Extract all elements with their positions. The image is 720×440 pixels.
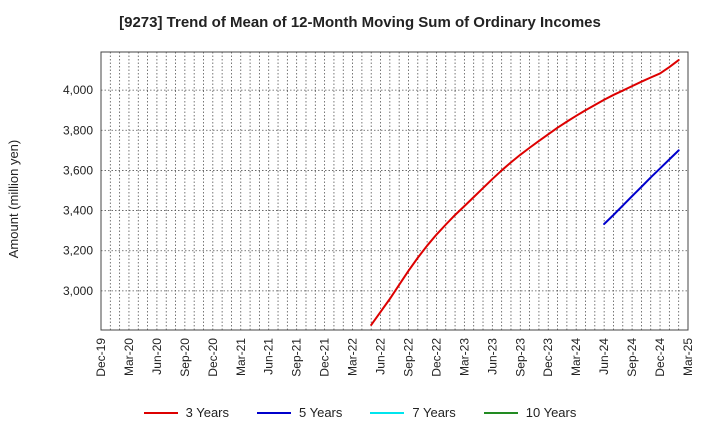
x-tick-label: Dec-23 — [541, 338, 555, 377]
x-tick-label: Mar-25 — [681, 338, 695, 376]
chart-title: [9273] Trend of Mean of 12-Month Moving … — [119, 14, 601, 31]
x-tick-label: Mar-20 — [122, 338, 136, 376]
x-tick-label: Jun-21 — [262, 338, 276, 375]
y-tick-label: 3,000 — [63, 284, 93, 298]
x-axis-ticks: Dec-19 Mar-20 Jun-20 Sep-20 Dec-20 Mar-21 Jun-… — [94, 338, 695, 377]
y-axis-ticks: 3,000 3,200 3,400 3,600 3,800 4,000 — [63, 83, 93, 298]
legend-label: 3 Years — [185, 405, 229, 420]
x-tick-label: Sep-23 — [513, 338, 527, 377]
legend-item-3-years: 3 Years — [143, 405, 229, 420]
legend-label: 5 Years — [299, 405, 343, 420]
x-tick-label: Dec-22 — [429, 338, 443, 377]
x-tick-label: Mar-22 — [346, 338, 360, 376]
x-tick-label: Dec-19 — [94, 338, 108, 377]
x-tick-label: Jun-20 — [150, 338, 164, 375]
x-tick-label: Sep-22 — [401, 338, 415, 377]
legend-label: 10 Years — [525, 405, 577, 420]
y-tick-label: 3,600 — [63, 163, 93, 177]
x-tick-label: Sep-24 — [625, 338, 639, 377]
x-tick-label: Mar-21 — [234, 338, 248, 376]
x-tick-label: Jun-24 — [597, 338, 611, 375]
plot-area-frame — [100, 51, 689, 331]
y-tick-label: 3,400 — [63, 204, 93, 218]
x-tick-label: Mar-24 — [569, 338, 583, 376]
legend-swatch — [483, 411, 518, 414]
x-tick-label: Dec-21 — [318, 338, 332, 377]
y-axis-label: Amount (million yen) — [6, 140, 21, 259]
x-tick-label: Jun-23 — [485, 338, 499, 375]
x-tick-label: Sep-21 — [290, 338, 304, 377]
y-tick-label: 4,000 — [63, 83, 93, 97]
legend-item-5-years: 5 Years — [257, 405, 342, 420]
legend-swatch — [257, 411, 291, 414]
series-line-5-years — [603, 149, 680, 226]
grid-lines — [101, 52, 688, 330]
legend-swatch — [143, 411, 178, 414]
legend-item-10-years: 10 Years — [483, 405, 577, 420]
legend-swatch — [370, 411, 405, 414]
x-tick-label: Sep-20 — [178, 338, 192, 377]
legend-item-7-years: 7 Years — [370, 405, 456, 420]
series-lines — [370, 59, 680, 326]
x-tick-label: Dec-20 — [206, 338, 220, 377]
x-tick-label: Jun-22 — [374, 338, 388, 375]
x-tick-label: Mar-23 — [457, 338, 471, 376]
y-tick-label: 3,200 — [63, 244, 93, 258]
legend-label: 7 Years — [412, 405, 456, 420]
x-tick-label: Dec-24 — [653, 338, 667, 377]
y-tick-label: 3,800 — [63, 123, 93, 137]
legend: 3 Years 5 Years 7 Years 10 Years — [0, 405, 720, 420]
series-line-3-years — [370, 59, 680, 326]
